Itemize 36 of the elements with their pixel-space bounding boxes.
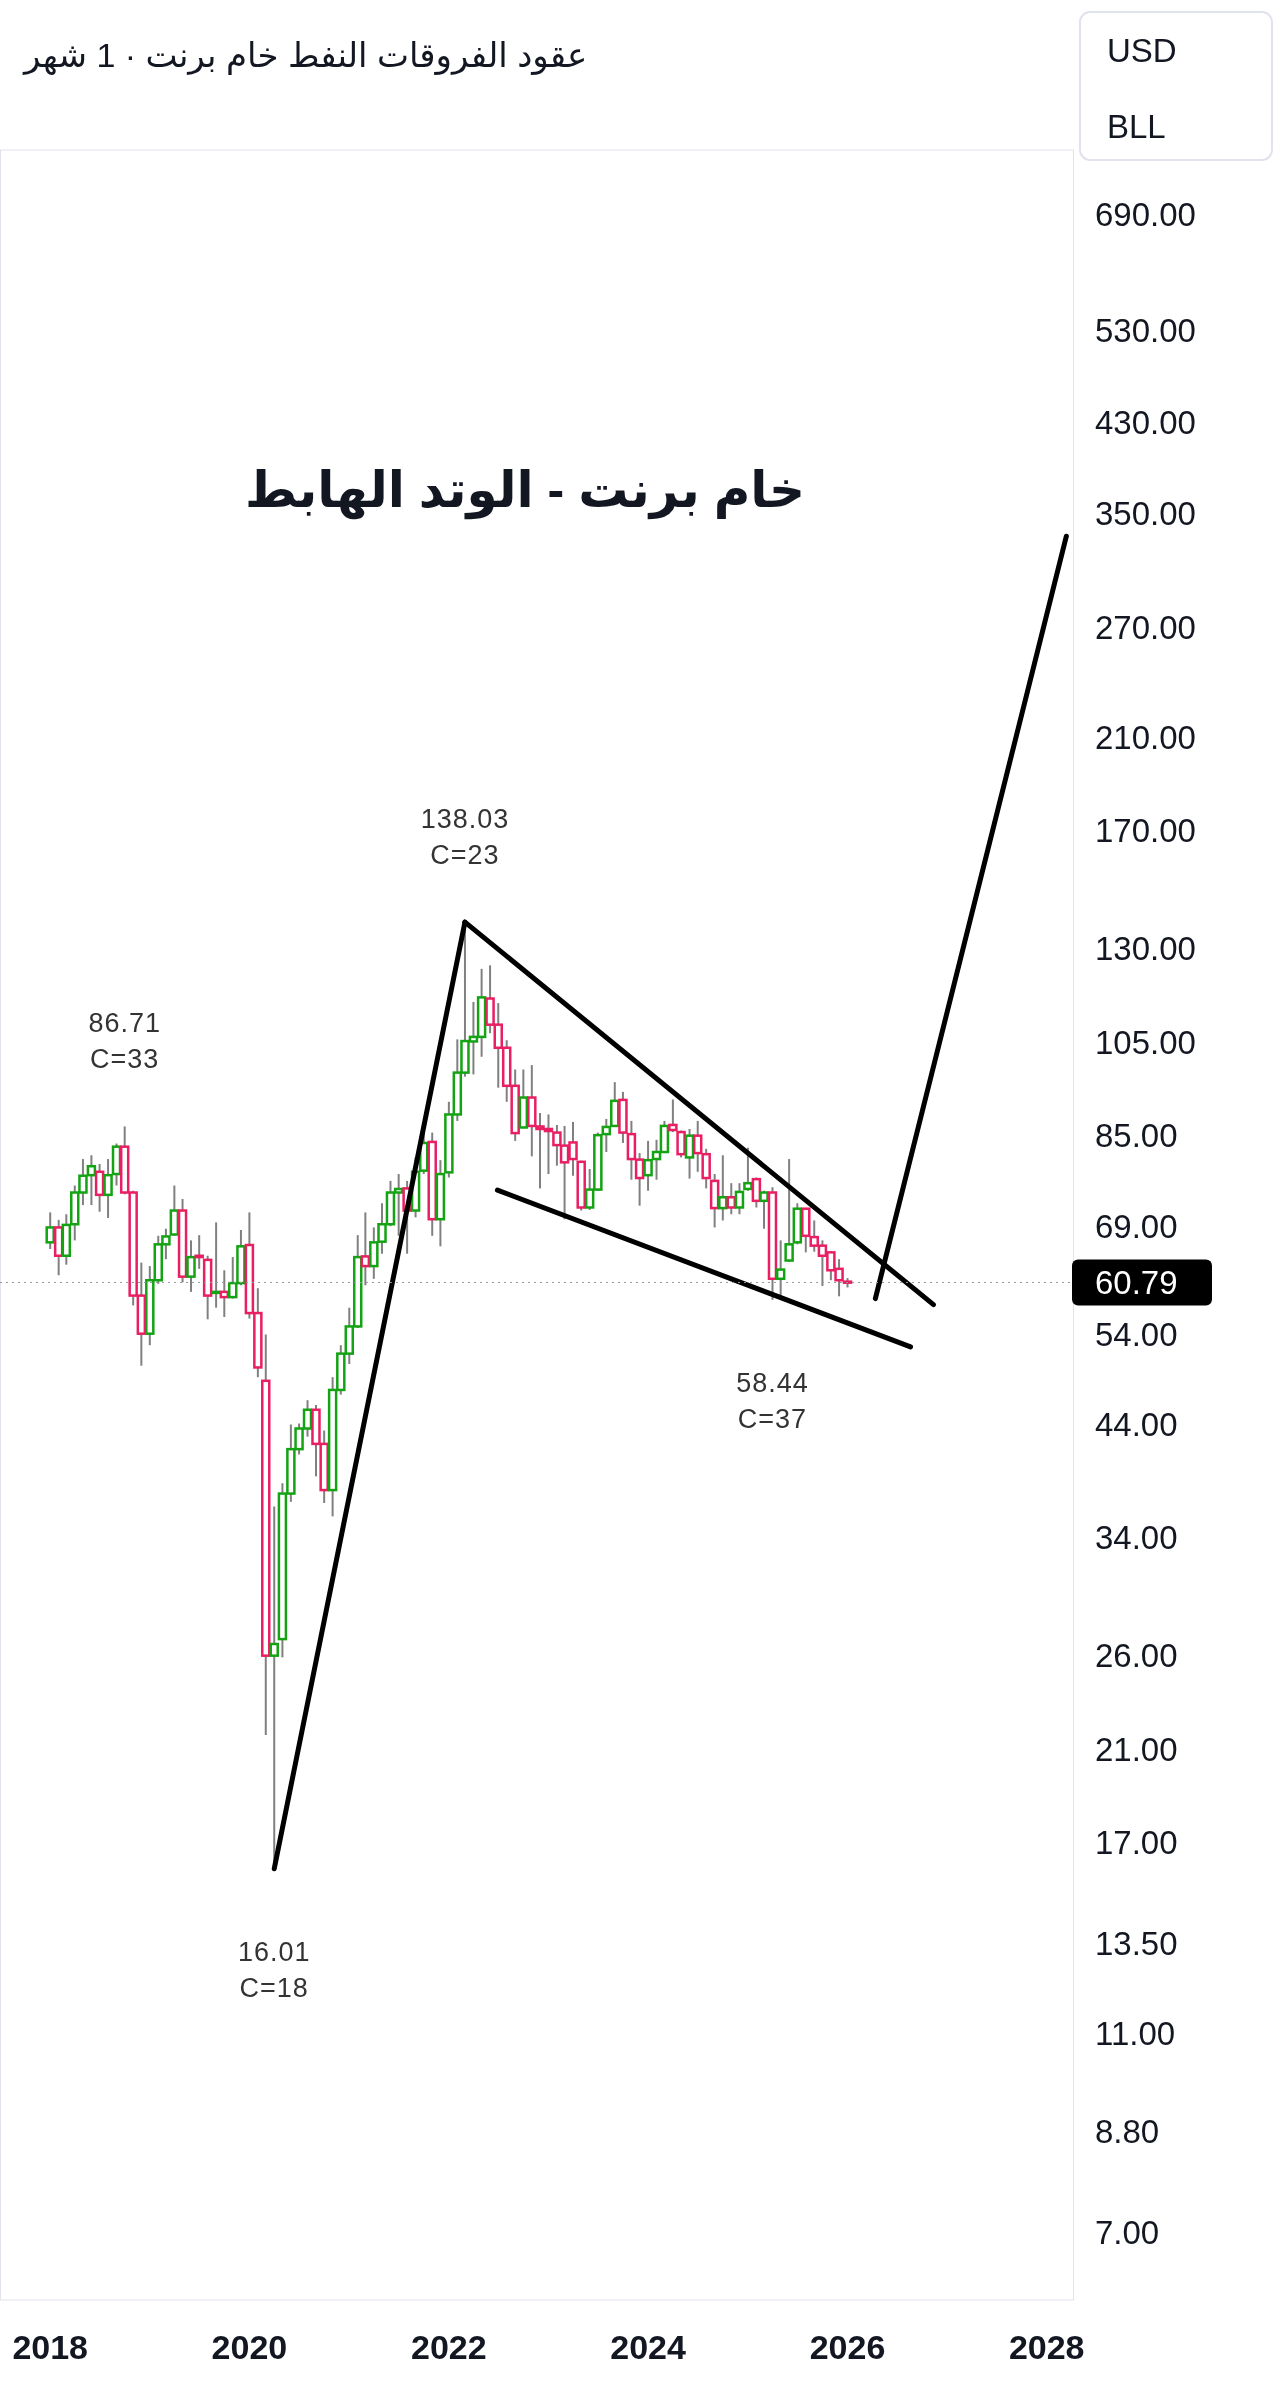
y-tick-label: 210.00 [1095, 719, 1196, 757]
y-tick-label: 350.00 [1095, 494, 1196, 532]
y-tick-label: 85.00 [1095, 1116, 1178, 1154]
y-tick-label: 17.00 [1095, 1823, 1178, 1861]
y-tick-label: 690.00 [1095, 196, 1196, 234]
y-tick-label: 21.00 [1095, 1731, 1178, 1769]
chart-subtitle: عقود الفروقات النفط خام برنت · 1 شهر [22, 36, 588, 76]
y-tick-label: 26.00 [1095, 1637, 1178, 1675]
ref-line-label: 60.79 [1095, 1263, 1178, 1301]
x-tick-label: 2026 [809, 2328, 886, 2366]
y-tick-label: 44.00 [1095, 1405, 1178, 1443]
y-tick-label: 8.80 [1095, 2113, 1160, 2151]
y-tick-label: 430.00 [1095, 404, 1196, 442]
y-tick-label: 530.00 [1095, 312, 1196, 350]
text: خام برنت - الوتد الهابط [244, 462, 806, 520]
text: BLL [1107, 107, 1166, 145]
annotation: 16.01 C=18 [237, 1936, 311, 2003]
x-tick-label: 2022 [411, 2328, 487, 2366]
x-tick-label: 2020 [211, 2328, 288, 2366]
annotation: 86.71 C=33 [88, 1008, 161, 1075]
y-tick-label: 11.00 [1095, 2015, 1176, 2053]
y-tick-label: 170.00 [1095, 812, 1196, 850]
y-tick-label: 13.50 [1095, 1925, 1178, 1963]
y-tick-label: 105.00 [1095, 1023, 1196, 1061]
x-tick-label: 2028 [1008, 2328, 1085, 2366]
text: USD [1107, 31, 1177, 69]
y-tick-label: 7.00 [1095, 2213, 1160, 2251]
y-tick-label: 54.00 [1095, 1316, 1178, 1353]
y-tick-label: 69.00 [1095, 1208, 1178, 1246]
y-tick-label: 130.00 [1095, 929, 1196, 967]
y-tick-label: 34.00 [1095, 1519, 1178, 1557]
annotation: 58.44 C=37 [736, 1367, 809, 1434]
y-tick-label: 270.00 [1095, 608, 1196, 646]
x-tick-label: 2024 [610, 2328, 686, 2366]
annotation: 138.03 C=23 [420, 804, 510, 871]
x-tick-label: 2018 [12, 2328, 89, 2366]
